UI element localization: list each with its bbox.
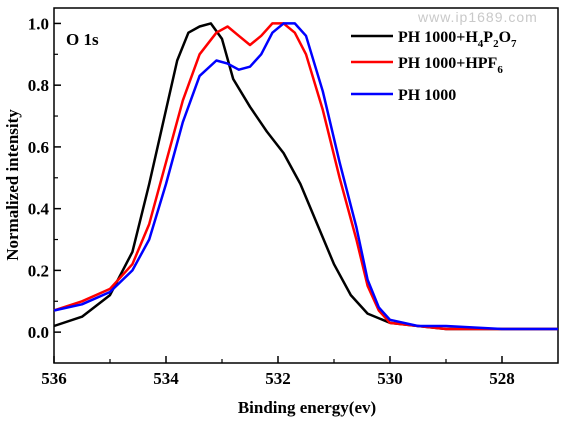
panel-label: O 1s	[66, 30, 99, 49]
y-tick-label-4: 0.8	[28, 76, 49, 95]
watermark-text: www.ip1689.com	[417, 9, 538, 25]
y-tick-label-2: 0.4	[28, 200, 50, 219]
x-axis-title: Binding energy(ev)	[238, 398, 376, 417]
x-tick-label-2: 532	[265, 369, 291, 388]
x-tick-label-1: 534	[153, 369, 179, 388]
legend-label-2: PH 1000	[398, 87, 456, 104]
y-tick-label-3: 0.6	[28, 138, 49, 157]
x-axis-ticks: 536 534 532 530 528	[41, 356, 515, 388]
plot-frame	[53, 7, 559, 364]
y-tick-label-1: 0.2	[28, 261, 49, 280]
x-tick-label-0: 536	[41, 369, 67, 388]
series-line-2	[53, 22, 558, 331]
series-layer	[53, 22, 558, 331]
legend-label-1: PH 1000+HPF6	[398, 55, 503, 76]
series-line-1	[53, 22, 558, 331]
legend-label-0: PH 1000+H4P2O7	[398, 29, 517, 50]
legend: PH 1000+H4P2O7 PH 1000+HPF6 PH 1000	[351, 29, 517, 104]
y-tick-label-0: 0.0	[28, 323, 49, 342]
x-tick-label-4: 528	[489, 369, 515, 388]
y-tick-label-5: 1.0	[28, 14, 49, 33]
y-axis-ticks: 0.0 0.2 0.4 0.6 0.8 1.0	[28, 14, 61, 342]
y-axis-title: Normalized intensity	[3, 109, 22, 261]
x-tick-label-3: 530	[377, 369, 403, 388]
